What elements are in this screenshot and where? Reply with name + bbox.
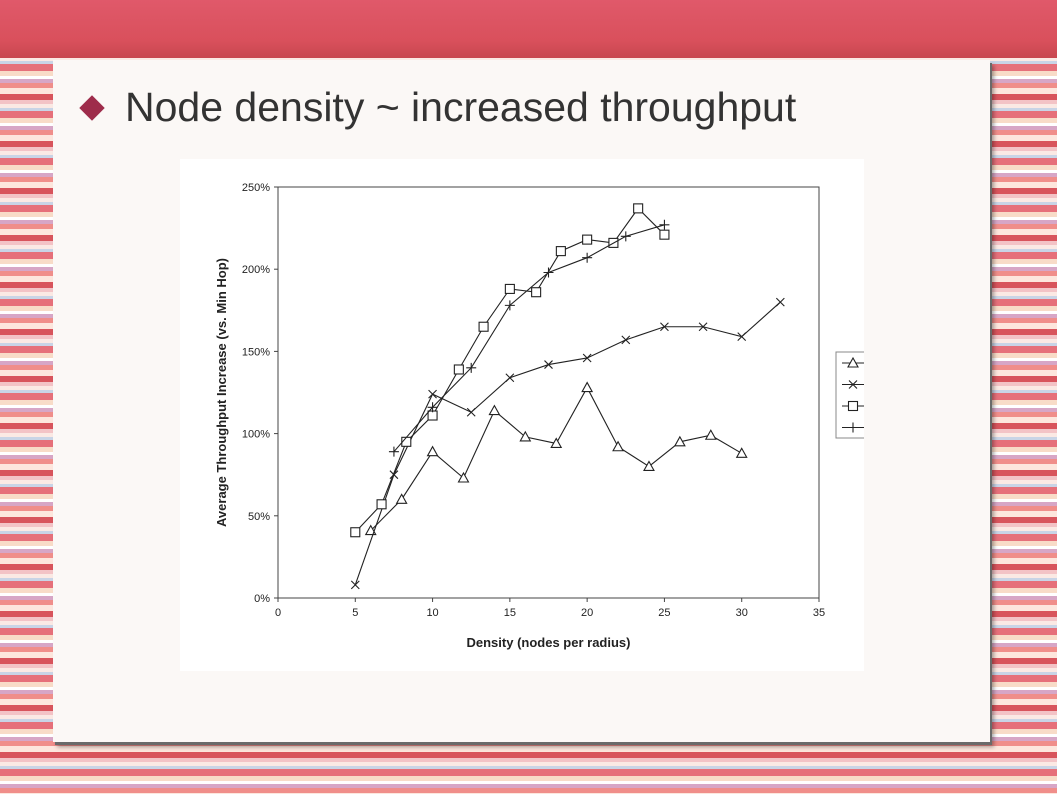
x-tick-label: 10 — [426, 607, 438, 619]
x-tick-label: 20 — [581, 607, 593, 619]
y-tick-label: 100% — [242, 429, 270, 441]
data-point — [620, 231, 631, 242]
data-point — [704, 429, 717, 440]
data-point — [582, 353, 592, 363]
series-plus — [388, 219, 670, 457]
data-point — [737, 332, 747, 341]
x-axis-ticks: 0 5 10 15 20 25 30 35 — [275, 598, 825, 619]
y-tick-label: 150% — [242, 346, 270, 358]
data-point — [659, 229, 670, 240]
data-point — [350, 527, 361, 538]
data-point — [427, 410, 438, 421]
data-point — [388, 446, 399, 457]
data-point — [544, 360, 553, 369]
data-point — [621, 335, 631, 345]
legend — [835, 351, 864, 439]
data-point — [466, 362, 477, 373]
data-point — [453, 364, 464, 375]
data-point — [531, 287, 542, 298]
data-point — [555, 246, 566, 257]
x-tick-label: 30 — [736, 607, 748, 619]
data-point — [775, 297, 785, 307]
data-point — [659, 219, 670, 230]
data-point — [428, 389, 437, 399]
data-point — [488, 404, 501, 416]
x-axis-title: Density (nodes per radius) — [467, 635, 631, 650]
legend-marker — [848, 422, 858, 433]
data-point — [581, 381, 594, 393]
data-point — [543, 267, 554, 278]
data-point — [582, 252, 593, 263]
y-tick-label: 0% — [254, 593, 270, 605]
series-x — [350, 297, 785, 590]
series-line — [370, 386, 742, 531]
data-point — [660, 322, 669, 332]
y-axis-title: Average Throughput Increase (vs. Min Hop… — [214, 258, 229, 527]
series-square — [350, 203, 670, 538]
data-point — [478, 321, 489, 332]
legend-marker — [847, 400, 859, 412]
plot-frame — [277, 186, 820, 599]
y-tick-label: 50% — [248, 511, 270, 523]
slide-title: Node density ~ increased throughput — [125, 84, 797, 130]
data-point — [389, 470, 399, 480]
data-point — [735, 447, 748, 458]
data-point — [350, 580, 360, 590]
slide-panel: Node density ~ increased throughput 0% 50… — [53, 60, 990, 742]
throughput-chart: 0% 50% 100% 150% 200% 250% 0 5 10 15 20 25 30 35 Den… — [214, 182, 864, 650]
x-tick-label: 0 — [275, 607, 281, 619]
data-point — [466, 407, 476, 417]
y-tick-label: 250% — [242, 182, 270, 194]
data-point — [633, 203, 644, 214]
data-point — [519, 430, 532, 442]
series-layer — [350, 203, 785, 590]
diamond-bullet-icon — [79, 95, 105, 121]
data-point — [673, 435, 686, 447]
data-point — [457, 471, 470, 483]
x-tick-label: 15 — [504, 607, 516, 619]
series-line — [354, 301, 781, 586]
x-tick-label: 25 — [658, 607, 670, 619]
data-point — [427, 402, 438, 413]
decorative-top-band — [0, 0, 1057, 58]
data-point — [612, 440, 624, 452]
series-line — [354, 207, 665, 533]
y-axis-ticks: 0% 50% 100% 150% 200% 250% — [242, 182, 278, 605]
data-point — [505, 373, 515, 383]
series-line — [393, 224, 665, 453]
x-tick-label: 35 — [813, 607, 825, 619]
data-point — [582, 234, 593, 245]
data-point — [426, 445, 439, 457]
data-point — [376, 499, 387, 510]
data-point — [395, 493, 408, 504]
legend-marker — [848, 380, 858, 389]
chart-container: 0% 50% 100% 150% 200% 250% 0 5 10 15 20 25 30 35 Den… — [180, 159, 864, 671]
data-point — [504, 300, 515, 311]
legend-marker — [847, 356, 859, 368]
data-point — [698, 322, 708, 332]
y-tick-label: 200% — [242, 264, 270, 276]
series-triangle — [364, 381, 748, 536]
data-point — [643, 460, 655, 472]
x-tick-label: 5 — [352, 607, 358, 619]
data-point — [504, 283, 515, 294]
data-point — [550, 437, 563, 449]
